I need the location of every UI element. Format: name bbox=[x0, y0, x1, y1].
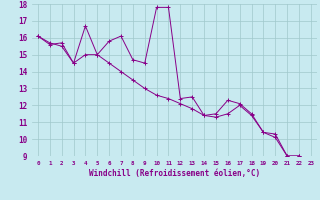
X-axis label: Windchill (Refroidissement éolien,°C): Windchill (Refroidissement éolien,°C) bbox=[89, 169, 260, 178]
